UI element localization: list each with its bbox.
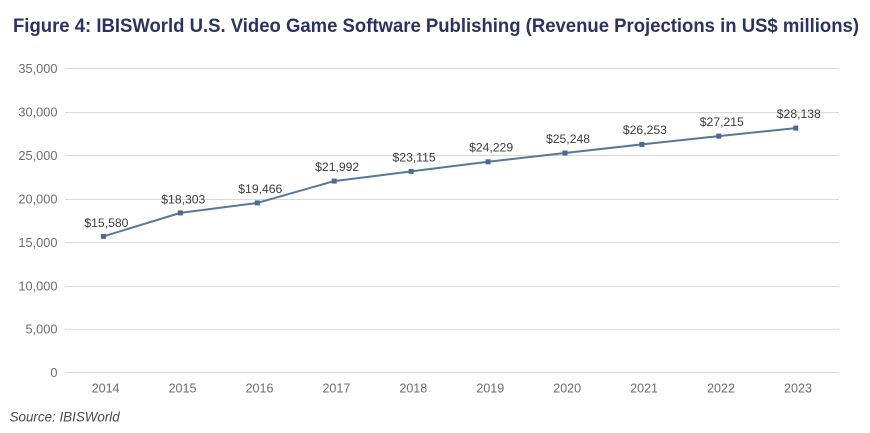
svg-text:Figure 4: IBISWorld U.S. Video: Figure 4: IBISWorld U.S. Video Game Soft… [13,16,859,37]
svg-text:15,000: 15,000 [18,235,57,250]
svg-text:0: 0 [50,365,57,380]
svg-text:2021: 2021 [630,382,658,396]
svg-text:$21,992: $21,992 [315,160,359,174]
svg-text:$15,580: $15,580 [84,216,128,230]
svg-text:2016: 2016 [246,382,274,396]
svg-text:2017: 2017 [322,382,350,396]
svg-text:25,000: 25,000 [18,148,57,163]
svg-text:10,000: 10,000 [18,278,57,293]
svg-text:30,000: 30,000 [18,104,57,119]
svg-text:$27,215: $27,215 [700,115,744,129]
svg-text:$19,466: $19,466 [238,182,282,196]
svg-text:2015: 2015 [169,382,197,396]
svg-text:2019: 2019 [476,382,504,396]
svg-text:$26,253: $26,253 [623,123,667,137]
svg-text:Source: IBISWorld: Source: IBISWorld [10,410,121,425]
svg-text:20,000: 20,000 [18,191,57,206]
svg-text:2020: 2020 [553,382,581,396]
svg-text:2018: 2018 [399,382,427,396]
svg-text:35,000: 35,000 [18,61,57,76]
svg-text:$24,229: $24,229 [469,141,513,155]
svg-text:2014: 2014 [92,382,120,396]
svg-text:$18,303: $18,303 [161,192,205,206]
svg-text:2022: 2022 [707,382,735,396]
svg-text:$25,248: $25,248 [546,132,590,146]
svg-text:$23,115: $23,115 [393,150,436,164]
svg-text:2023: 2023 [784,382,812,396]
svg-text:$28,138: $28,138 [777,107,821,121]
svg-text:5,000: 5,000 [25,322,57,337]
